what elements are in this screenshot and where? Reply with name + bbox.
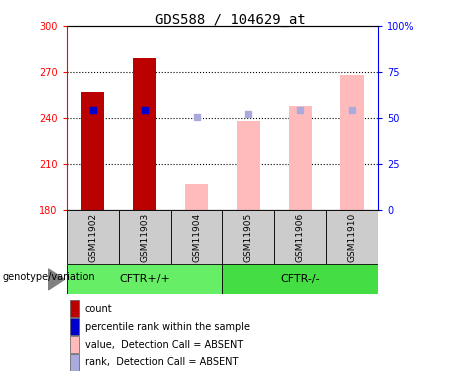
- Point: [349, 108, 356, 114]
- Bar: [67, 210, 118, 264]
- Bar: [222, 264, 378, 294]
- Bar: [326, 210, 378, 264]
- Text: genotype/variation: genotype/variation: [2, 273, 95, 282]
- Bar: [71, 336, 79, 353]
- Text: value,  Detection Call = ABSENT: value, Detection Call = ABSENT: [85, 339, 243, 350]
- Bar: [71, 354, 79, 371]
- Text: GSM11902: GSM11902: [88, 213, 97, 262]
- Text: GSM11910: GSM11910: [348, 213, 357, 262]
- Bar: [222, 210, 274, 264]
- Text: percentile rank within the sample: percentile rank within the sample: [85, 322, 250, 332]
- Text: GSM11905: GSM11905: [244, 213, 253, 262]
- Text: GSM11903: GSM11903: [140, 213, 149, 262]
- Text: GSM11906: GSM11906: [296, 213, 305, 262]
- Point: [141, 108, 148, 114]
- Bar: [185, 184, 208, 210]
- Text: CFTR-/-: CFTR-/-: [280, 274, 320, 284]
- Bar: [71, 300, 79, 318]
- Bar: [118, 210, 171, 264]
- Polygon shape: [48, 269, 65, 290]
- Bar: [71, 318, 79, 335]
- Bar: [81, 92, 105, 210]
- Point: [296, 108, 304, 114]
- Text: count: count: [85, 304, 112, 314]
- Text: GSM11904: GSM11904: [192, 213, 201, 262]
- Bar: [171, 210, 222, 264]
- Bar: [289, 106, 312, 210]
- Point: [245, 111, 252, 117]
- Bar: [236, 121, 260, 210]
- Bar: [340, 75, 364, 210]
- Bar: [274, 210, 326, 264]
- Text: CFTR+/+: CFTR+/+: [119, 274, 170, 284]
- Text: rank,  Detection Call = ABSENT: rank, Detection Call = ABSENT: [85, 357, 238, 368]
- Point: [89, 108, 96, 114]
- Text: GDS588 / 104629_at: GDS588 / 104629_at: [155, 13, 306, 27]
- Point: [193, 114, 200, 120]
- Bar: [67, 264, 222, 294]
- Bar: [133, 58, 156, 210]
